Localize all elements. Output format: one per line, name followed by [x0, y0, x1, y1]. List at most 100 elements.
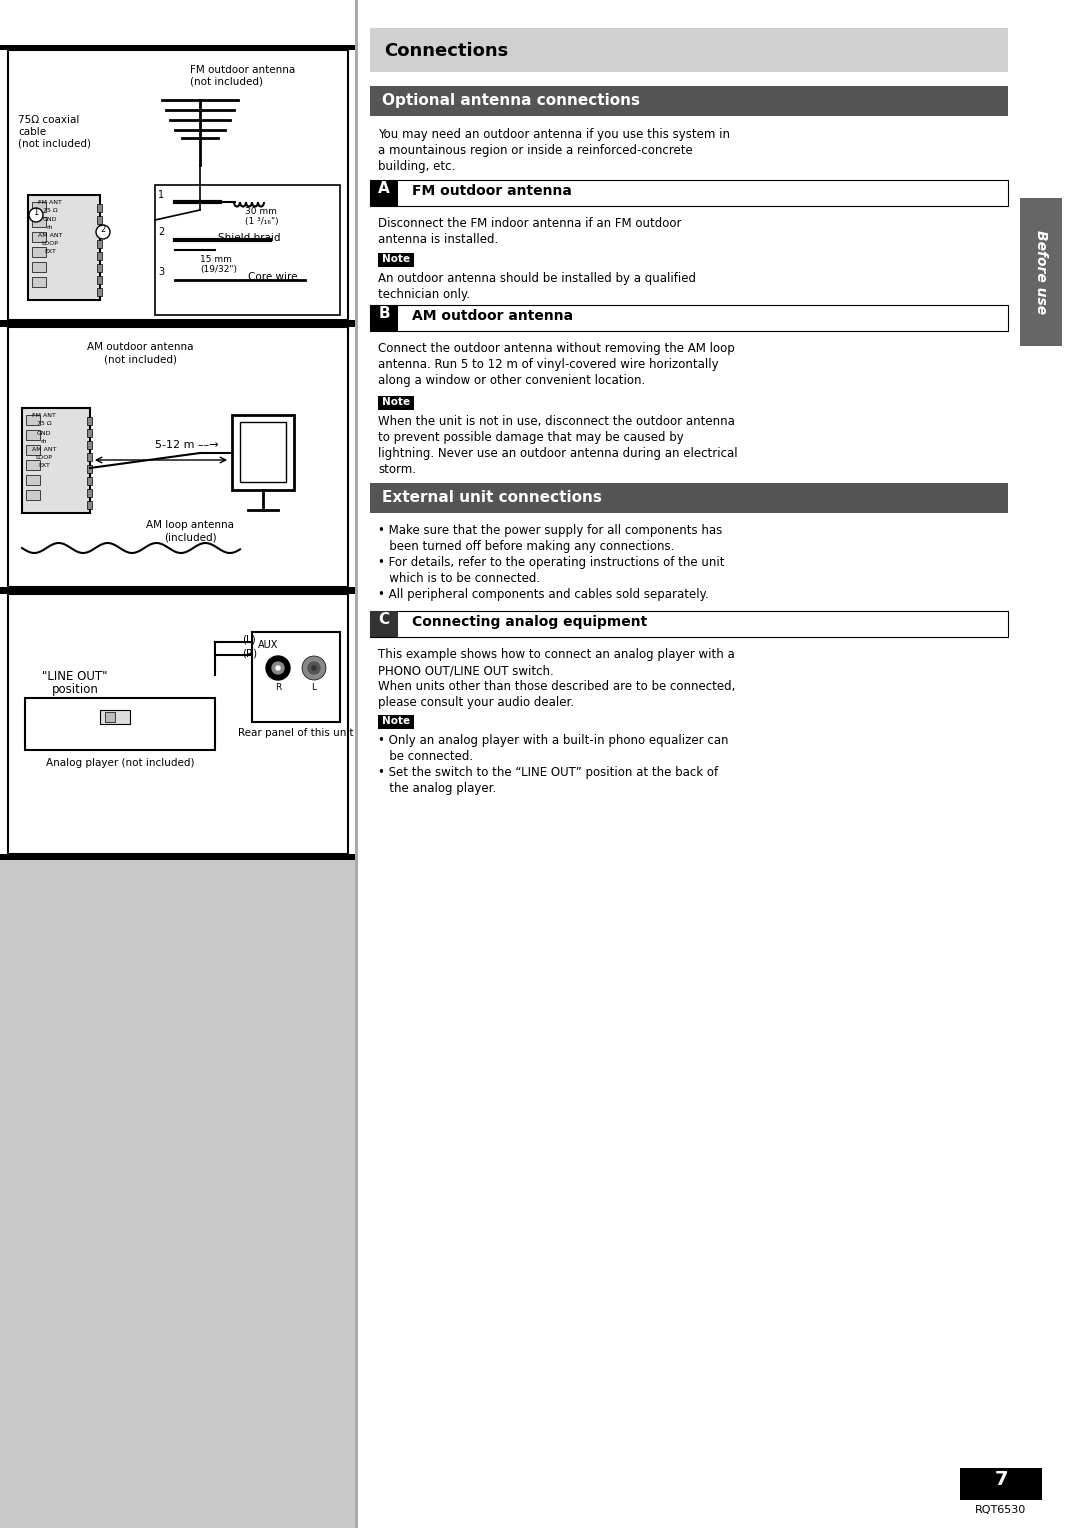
Bar	[26, 445, 40, 455]
Bar	[1020, 199, 1062, 345]
Text: 1: 1	[158, 189, 164, 200]
Text: 3: 3	[158, 267, 164, 277]
Bar	[87, 429, 92, 437]
Text: Before use: Before use	[1034, 229, 1048, 315]
Text: Shield braid: Shield braid	[218, 232, 281, 243]
Bar	[32, 202, 46, 212]
Bar	[370, 28, 1008, 72]
Text: C: C	[17, 594, 29, 613]
Bar	[87, 442, 92, 449]
Text: 15 mm: 15 mm	[200, 255, 232, 264]
Text: AUX: AUX	[258, 640, 279, 649]
Text: You may need an outdoor antenna if you use this system in: You may need an outdoor antenna if you u…	[378, 128, 730, 141]
Text: External unit connections: External unit connections	[382, 490, 602, 504]
Text: R: R	[275, 683, 281, 692]
Bar	[97, 287, 102, 296]
Text: Rear panel of this unit: Rear panel of this unit	[239, 727, 354, 738]
Bar	[97, 215, 102, 225]
Text: L: L	[311, 683, 316, 692]
Bar	[105, 712, 114, 723]
Bar	[960, 1468, 1042, 1500]
Bar	[0, 0, 355, 1528]
Text: An outdoor antenna should be installed by a qualified: An outdoor antenna should be installed b…	[378, 272, 696, 286]
Text: FM outdoor antenna: FM outdoor antenna	[190, 66, 295, 75]
Text: AM loop antenna: AM loop antenna	[146, 520, 234, 530]
Bar	[87, 417, 92, 425]
Bar	[28, 196, 100, 299]
Bar	[0, 854, 355, 860]
Text: cable: cable	[18, 127, 46, 138]
Bar	[25, 698, 215, 750]
Bar	[232, 416, 294, 490]
Text: Note: Note	[382, 397, 410, 406]
Bar	[8, 327, 348, 587]
Bar	[97, 252, 102, 260]
Text: GND: GND	[43, 217, 57, 222]
Bar	[32, 277, 46, 287]
Bar	[0, 860, 355, 1528]
Bar	[8, 50, 38, 72]
Text: AM outdoor antenna: AM outdoor antenna	[411, 309, 573, 322]
Text: When units other than those described are to be connected,: When units other than those described ar…	[378, 680, 735, 694]
Bar	[156, 185, 340, 315]
Bar	[370, 611, 399, 637]
Bar	[97, 240, 102, 248]
Text: Note: Note	[382, 717, 410, 726]
Text: 7: 7	[995, 1470, 1008, 1488]
Circle shape	[308, 662, 320, 674]
Text: lightning. Never use an outdoor antenna during an electrical: lightning. Never use an outdoor antenna …	[378, 448, 738, 460]
Bar	[378, 254, 414, 267]
Bar	[370, 483, 1008, 513]
Text: Optional antenna connections: Optional antenna connections	[382, 93, 640, 108]
Circle shape	[96, 225, 110, 238]
Text: C: C	[378, 613, 390, 626]
Text: AM ANT: AM ANT	[38, 232, 63, 238]
Text: LOOP: LOOP	[36, 455, 53, 460]
Bar	[26, 429, 40, 440]
Bar	[97, 228, 102, 235]
Text: 75 Ω: 75 Ω	[37, 422, 52, 426]
Bar	[8, 50, 348, 319]
Text: FM outdoor antenna: FM outdoor antenna	[411, 183, 572, 199]
Bar	[87, 489, 92, 497]
Bar	[97, 277, 102, 284]
Bar	[370, 86, 1008, 116]
Text: antenna is installed.: antenna is installed.	[378, 232, 498, 246]
Text: • Only an analog player with a built-in phono equalizer can: • Only an analog player with a built-in …	[378, 733, 729, 747]
Bar	[32, 248, 46, 257]
Text: storm.: storm.	[378, 463, 416, 477]
Text: (included): (included)	[164, 532, 216, 542]
Bar	[370, 306, 1008, 332]
Bar	[0, 319, 355, 327]
Text: EXT: EXT	[38, 463, 50, 468]
Text: Core wire: Core wire	[248, 272, 297, 283]
Bar	[32, 261, 46, 272]
Bar	[0, 587, 355, 594]
Text: along a window or other convenient location.: along a window or other convenient locat…	[378, 374, 645, 387]
Circle shape	[272, 662, 284, 674]
Text: FM ANT: FM ANT	[32, 413, 56, 419]
Bar	[87, 477, 92, 484]
Bar	[370, 180, 1008, 206]
Text: 75Ω coaxial: 75Ω coaxial	[18, 115, 79, 125]
Bar	[97, 264, 102, 272]
Text: (19/32"): (19/32")	[200, 264, 237, 274]
Bar	[0, 44, 355, 50]
Bar	[87, 465, 92, 474]
Text: Note: Note	[382, 254, 410, 264]
Bar	[8, 594, 38, 616]
Text: EXT: EXT	[44, 249, 56, 254]
Text: B: B	[16, 329, 29, 345]
Bar	[87, 501, 92, 509]
Text: A: A	[378, 180, 390, 196]
Text: building, etc.: building, etc.	[378, 160, 456, 173]
Bar	[97, 205, 102, 212]
Text: which is to be connected.: which is to be connected.	[378, 571, 540, 585]
Text: rh: rh	[46, 225, 53, 231]
Text: Connect the outdoor antenna without removing the AM loop: Connect the outdoor antenna without remo…	[378, 342, 734, 354]
Text: Connections: Connections	[384, 41, 509, 60]
Circle shape	[312, 666, 316, 669]
Text: 30 mm: 30 mm	[245, 206, 276, 215]
Text: rh: rh	[41, 439, 48, 445]
Text: • For details, refer to the operating instructions of the unit: • For details, refer to the operating in…	[378, 556, 725, 568]
